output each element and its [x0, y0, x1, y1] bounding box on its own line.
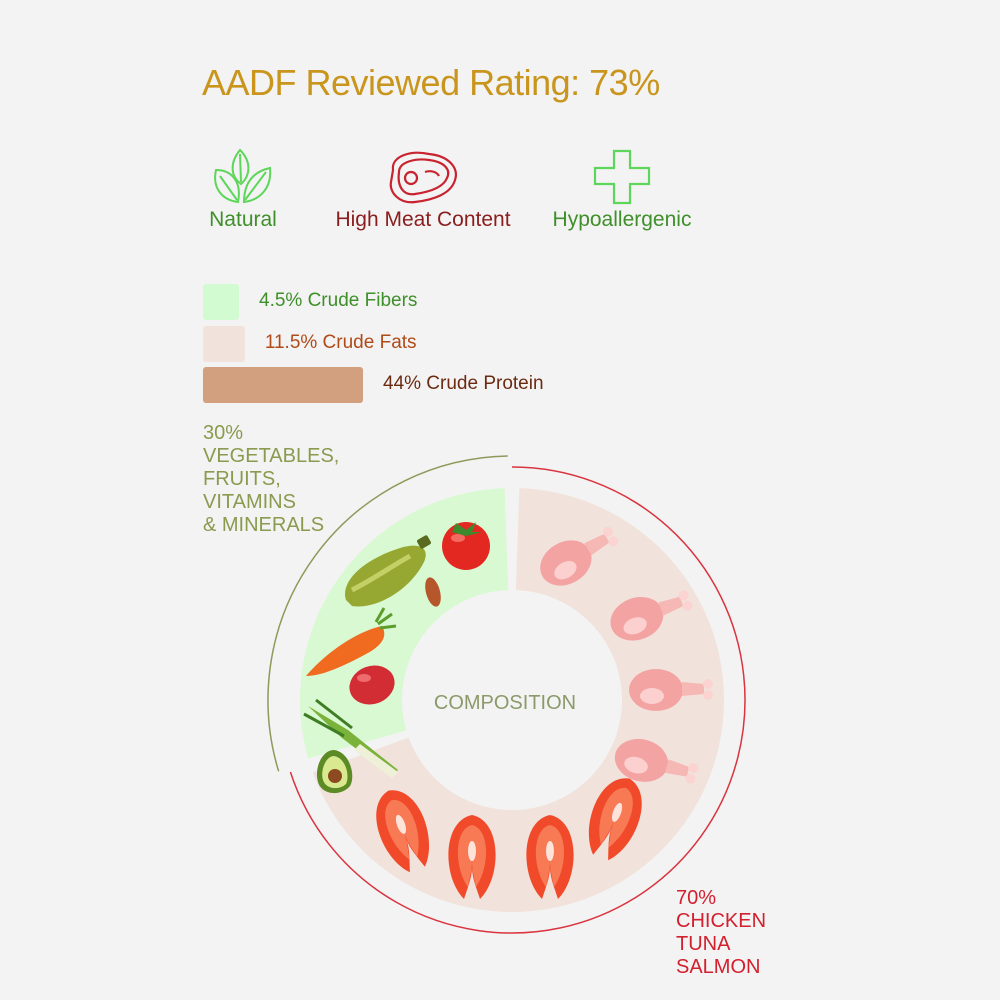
veg-label-line: & MINERALS [203, 514, 325, 536]
salmon-steak-icon [589, 778, 642, 861]
ring-meat [289, 466, 746, 934]
chicken-drumstick-icon [629, 669, 713, 711]
nutrient-label: 4.5% Crude Fibers [259, 290, 418, 311]
feature-natural: Natural [196, 148, 290, 232]
veg-label-line: VEGETABLES, [203, 445, 340, 467]
chicken-drumstick-icon [614, 738, 699, 784]
leaves-icon [214, 148, 272, 204]
nutrient-bar [203, 326, 245, 362]
steak-icon [389, 151, 457, 204]
ring-veg [267, 455, 508, 772]
tomato-icon [442, 522, 490, 570]
salmon-steak-icon [526, 815, 574, 899]
feature-high-meat: High Meat Content [323, 148, 523, 232]
avocado-icon [316, 750, 353, 794]
leek-icon [303, 698, 398, 778]
carrot-icon [306, 607, 397, 676]
meat-label-line: 70% [676, 887, 717, 909]
nutrient-label: 44% Crude Protein [383, 373, 544, 394]
meat-label-line: TUNA [676, 933, 731, 955]
zucchini-icon [345, 535, 431, 607]
feature-hypoallergenic: Hypoallergenic [546, 148, 698, 232]
nutrient-bar [203, 367, 363, 403]
salmon-steak-icon [376, 790, 429, 873]
red-fruit-icon [349, 665, 395, 705]
veg-label-line: VITAMINS [203, 491, 296, 513]
veg-label-line: 30% [203, 422, 244, 444]
plus-cross-icon [593, 149, 651, 205]
almond-icon [425, 577, 441, 607]
nutrient-label: 11.5% Crude Fats [264, 332, 417, 353]
page-title: AADF Reviewed Rating: 73% [202, 62, 660, 103]
meat-label-line: SALMON [676, 956, 761, 978]
meat-share-label: 70% CHICKEN TUNA SALMON [676, 887, 766, 979]
meat-label-line: CHICKEN [676, 910, 767, 932]
feature-label: Natural [209, 208, 277, 231]
feature-label: High Meat Content [335, 208, 511, 231]
nutrient-bar [203, 284, 239, 320]
veg-share-label: 30% VEGETABLES, FRUITS, VITAMINS & MINERALS [203, 422, 339, 537]
chicken-drumstick-icon [540, 526, 619, 586]
feature-label: Hypoallergenic [552, 208, 692, 231]
composition-center-label: COMPOSITION [434, 692, 576, 714]
chicken-drumstick-icon [610, 590, 693, 641]
salmon-steak-icon [448, 815, 496, 899]
veg-label-line: FRUITS, [203, 468, 281, 490]
